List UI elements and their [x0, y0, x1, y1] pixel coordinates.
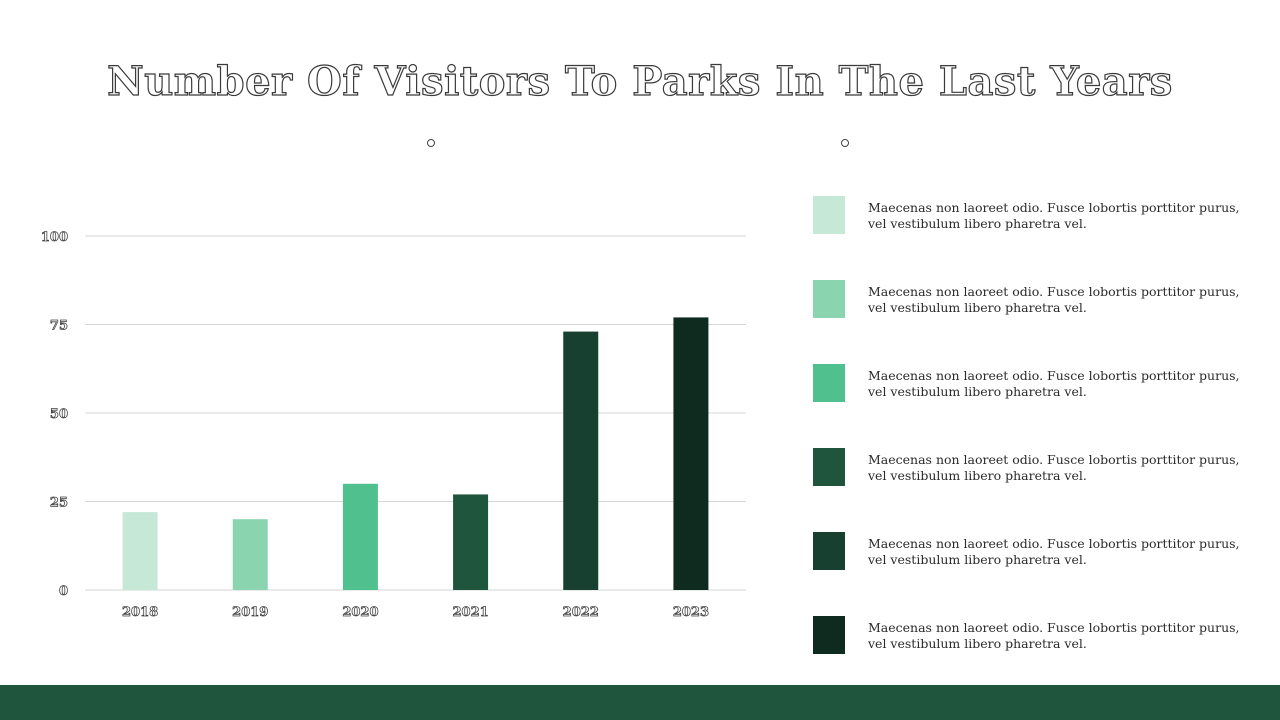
legend-text: Maecenas non laoreet odio. Fusce loborti…	[868, 536, 1240, 567]
y-tick-label: 0	[59, 584, 68, 599]
legend-item: Maecenas non laoreet odio. Fusce loborti…	[813, 196, 1243, 234]
legend-swatch	[813, 280, 845, 318]
legend-item: Maecenas non laoreet odio. Fusce loborti…	[813, 448, 1243, 486]
x-tick-label: 2021	[452, 605, 488, 620]
legend-text: Maecenas non laoreet odio. Fusce loborti…	[868, 200, 1240, 231]
footer-bar	[0, 685, 1280, 720]
bar-2020	[342, 483, 378, 590]
x-tick-label: 2022	[563, 605, 599, 620]
bar-2018	[122, 512, 158, 590]
y-tick-label: 100	[41, 230, 68, 245]
y-tick-label: 75	[50, 319, 68, 334]
legend-text: Maecenas non laoreet odio. Fusce loborti…	[868, 620, 1240, 651]
legend-swatch	[813, 448, 845, 486]
legend-item: Maecenas non laoreet odio. Fusce loborti…	[813, 280, 1243, 318]
legend-swatch	[813, 196, 845, 234]
bar-chart: 0 25 50 75 100 2018 2019 2020 2021 2022 2023	[40, 230, 746, 620]
legend-text: Maecenas non laoreet odio. Fusce loborti…	[868, 284, 1240, 315]
legend-swatch	[813, 532, 845, 570]
legend-text: Maecenas non laoreet odio. Fusce loborti…	[868, 452, 1240, 483]
legend-text: Maecenas non laoreet odio. Fusce loborti…	[868, 368, 1240, 399]
decorative-dot-right	[841, 139, 849, 147]
bar-2019	[232, 519, 268, 590]
title-container: Number Of Visitors To Parks In The Last …	[0, 57, 1280, 105]
y-tick-label: 50	[50, 407, 68, 422]
x-tick-label: 2018	[122, 605, 158, 620]
bar-2022	[563, 331, 599, 590]
x-tick-label: 2020	[342, 605, 378, 620]
legend-item: Maecenas non laoreet odio. Fusce loborti…	[813, 616, 1243, 654]
decorative-dot-left	[427, 139, 435, 147]
bar-2023	[673, 317, 709, 590]
y-tick-label: 25	[50, 496, 68, 511]
legend-item: Maecenas non laoreet odio. Fusce loborti…	[813, 532, 1243, 570]
legend-swatch	[813, 616, 845, 654]
legend-swatch	[813, 364, 845, 402]
page-title: Number Of Visitors To Parks In The Last …	[107, 57, 1173, 105]
x-tick-label: 2023	[673, 605, 709, 620]
legend-item: Maecenas non laoreet odio. Fusce loborti…	[813, 364, 1243, 402]
x-tick-label: 2019	[232, 605, 268, 620]
bar-2021	[453, 494, 489, 590]
